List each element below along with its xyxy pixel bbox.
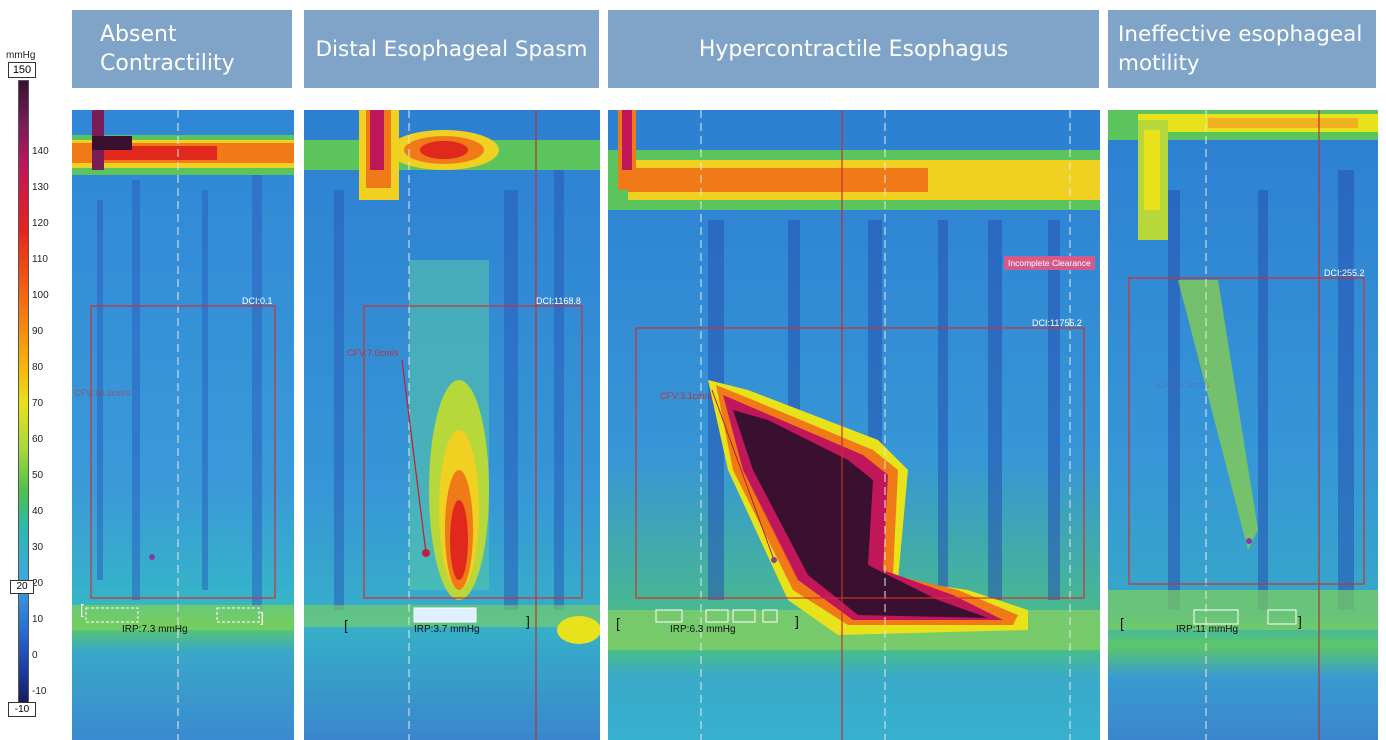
svg-text:]: ] xyxy=(795,613,799,629)
irp-label: IRP:11 mmHg xyxy=(1176,624,1239,635)
irp-label: IRP:6.3 mmHg xyxy=(670,624,736,635)
scale-gradient-bar xyxy=(18,80,29,704)
manometry-plot-hypercontractile-esophagus[interactable]: [ ] DCI:11755.2 CFV:3.1cm/s IRP:6.3 mmHg… xyxy=(608,110,1100,740)
scale-tick: 60 xyxy=(32,434,44,445)
cfv-label: CFV:3.1cm/s xyxy=(660,391,712,401)
scale-tick: 40 xyxy=(32,506,44,517)
scale-tick: 140 xyxy=(32,146,49,157)
panel-title-hypercontractile-esophagus: Hypercontractile Esophagus xyxy=(608,10,1099,88)
svg-text:]: ] xyxy=(1298,613,1302,629)
svg-text:[: [ xyxy=(1120,615,1124,631)
scale-tick: 80 xyxy=(32,362,44,373)
scale-tick: 30 xyxy=(32,542,44,553)
scale-tick: 90 xyxy=(32,326,44,337)
scale-tick: 20 xyxy=(32,578,44,589)
incomplete-clearance-badge: Incomplete Clearance xyxy=(1004,256,1095,270)
pressure-topography-image: [ ] xyxy=(72,110,294,740)
irp-label: IRP:3.7 mmHg xyxy=(414,624,480,635)
manometry-plot-absent-contractility[interactable]: [ ] DCI:0.1 CFV:10.3cm/s IRP:7.3 mmHg xyxy=(72,110,294,740)
dci-label: DCI:0.1 xyxy=(242,296,273,306)
svg-text:[: [ xyxy=(80,601,84,617)
svg-text:[: [ xyxy=(344,617,348,633)
panel-title-ineffective-motility: Ineffective esophageal motility xyxy=(1108,10,1376,88)
scale-tick: 130 xyxy=(32,182,49,193)
scale-tick: 0 xyxy=(32,650,38,661)
pressure-color-scale: mmHg 150 140 130 120 110 100 90 80 70 60… xyxy=(0,50,70,720)
scale-tick: 110 xyxy=(32,254,48,265)
svg-text:[: [ xyxy=(616,615,620,631)
dci-label: DCI:255.2 xyxy=(1324,268,1365,278)
irp-label: IRP:7.3 mmHg xyxy=(122,624,188,635)
scale-tick: 120 xyxy=(32,218,49,229)
cfv-label: CFV:10.3cm/s xyxy=(74,388,131,398)
dci-label: DCI:1168.8 xyxy=(536,296,581,306)
scale-marker-handle[interactable]: 20 xyxy=(10,580,34,594)
pressure-topography-image: [ ] xyxy=(1108,110,1378,740)
scale-unit: mmHg xyxy=(6,50,36,61)
manometry-plot-ineffective-motility[interactable]: [ ] DCI:255.2 CFV:3.3cm/s IRP:11 mmHg xyxy=(1108,110,1378,740)
scale-min-box: -10 xyxy=(8,702,36,717)
pressure-topography-image: [ ] xyxy=(304,110,600,740)
svg-text:]: ] xyxy=(260,609,264,625)
svg-text:]: ] xyxy=(526,613,530,629)
cfv-label: CFV:7.0cm/s xyxy=(347,348,399,358)
dci-label: DCI:11755.2 xyxy=(1032,318,1082,328)
scale-max-box: 150 xyxy=(8,62,36,78)
panel-title-absent-contractility: Absent Contractility xyxy=(72,10,292,88)
pressure-topography-image: [ ] xyxy=(608,110,1100,740)
scale-tick: 50 xyxy=(32,470,44,481)
cfv-label: CFV:3.3cm/s xyxy=(1158,380,1210,390)
scale-tick: 10 xyxy=(32,614,44,625)
scale-tick: 100 xyxy=(32,290,49,301)
panel-title-distal-esophageal-spasm: Distal Esophageal Spasm xyxy=(304,10,599,88)
scale-tick: -10 xyxy=(32,686,47,697)
scale-tick: 70 xyxy=(32,398,44,409)
manometry-plot-distal-esophageal-spasm[interactable]: [ ] DCI:1168.8 CFV:7.0cm/s IRP:3.7 mmHg xyxy=(304,110,600,740)
